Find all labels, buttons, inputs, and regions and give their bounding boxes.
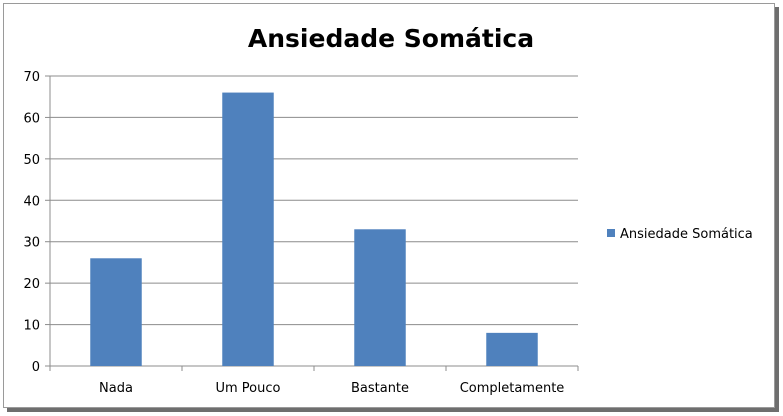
x-tick-label: Nada — [99, 381, 133, 396]
bar-completamente — [486, 332, 538, 366]
bar-bastante — [354, 229, 406, 366]
y-tick-label: 20 — [23, 277, 40, 292]
bar-um-pouco — [222, 92, 274, 367]
y-tick-label: 10 — [23, 319, 40, 334]
x-tick-label: Completamente — [460, 381, 565, 396]
bar-nada — [90, 258, 142, 366]
chart-title: Ansiedade Somática — [248, 24, 534, 53]
x-tick-label: Bastante — [351, 381, 409, 396]
legend: Ansiedade Somática — [607, 227, 753, 242]
y-tick-label: 70 — [23, 70, 40, 85]
x-tick-label: Um Pouco — [216, 381, 281, 396]
legend-label: Ansiedade Somática — [620, 227, 753, 242]
y-tick-label: 30 — [23, 236, 40, 251]
y-tick-label: 40 — [23, 194, 40, 209]
y-tick-label: 0 — [32, 360, 40, 375]
legend-swatch — [607, 229, 615, 237]
axes: 0 10 20 30 40 50 60 70 Nada Um Pouco Bastante Compl… — [23, 70, 579, 396]
y-tick-label: 60 — [23, 111, 40, 126]
y-tick-label: 50 — [23, 153, 40, 168]
bars — [90, 92, 538, 367]
